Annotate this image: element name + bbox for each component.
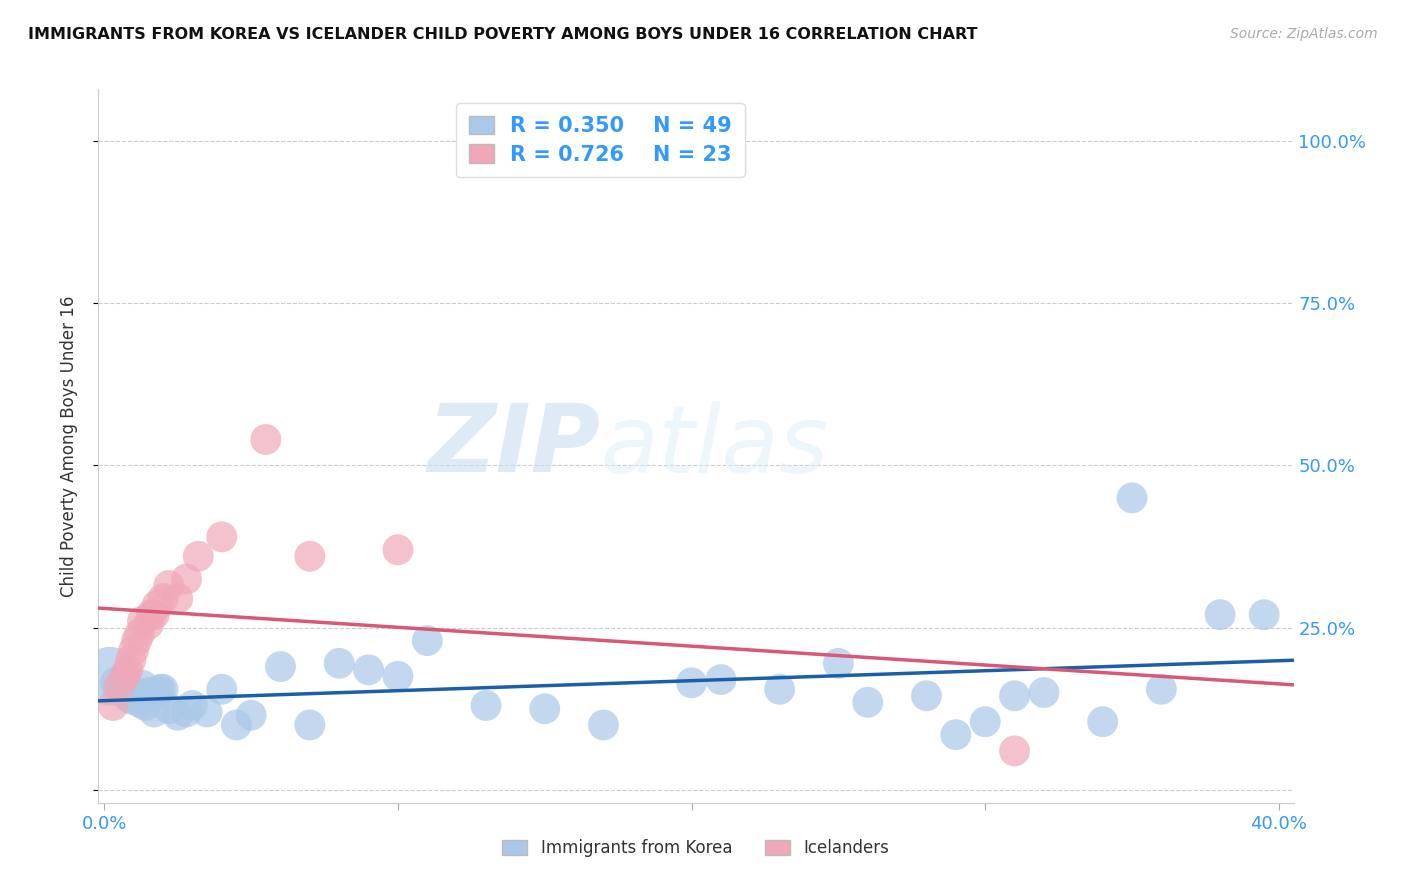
Text: ZIP: ZIP <box>427 400 600 492</box>
Point <box>176 572 198 586</box>
Point <box>157 578 180 592</box>
Point <box>1091 714 1114 729</box>
Point <box>211 530 233 544</box>
Point <box>128 695 150 709</box>
Point <box>681 675 703 690</box>
Point <box>211 682 233 697</box>
Point <box>143 607 166 622</box>
Point <box>101 698 124 713</box>
Point <box>387 542 409 557</box>
Point <box>328 657 350 671</box>
Point <box>125 689 148 703</box>
Point <box>120 653 142 667</box>
Point <box>225 718 247 732</box>
Point <box>131 614 153 628</box>
Point <box>974 714 997 729</box>
Point <box>254 433 277 447</box>
Point <box>945 728 967 742</box>
Point <box>166 591 188 606</box>
Point <box>187 549 209 564</box>
Point <box>298 718 321 732</box>
Point <box>915 689 938 703</box>
Point <box>298 549 321 564</box>
Text: IMMIGRANTS FROM KOREA VS ICELANDER CHILD POVERTY AMONG BOYS UNDER 16 CORRELATION: IMMIGRANTS FROM KOREA VS ICELANDER CHILD… <box>28 27 977 42</box>
Point <box>141 689 163 703</box>
Point <box>195 705 218 719</box>
Point <box>1032 685 1054 699</box>
Point <box>149 682 172 697</box>
Point <box>533 702 555 716</box>
Point <box>710 673 733 687</box>
Point <box>146 598 169 612</box>
Point <box>827 657 849 671</box>
Point <box>141 607 163 622</box>
Point <box>117 689 139 703</box>
Point <box>1004 689 1026 703</box>
Point <box>1209 607 1232 622</box>
Point <box>152 591 174 606</box>
Point <box>111 679 134 693</box>
Point <box>357 663 380 677</box>
Point <box>122 643 145 657</box>
Point <box>117 663 139 677</box>
Point <box>475 698 498 713</box>
Point <box>1150 682 1173 697</box>
Point <box>856 695 879 709</box>
Point <box>114 682 136 697</box>
Point <box>387 669 409 683</box>
Point <box>108 679 131 693</box>
Point <box>114 669 136 683</box>
Point <box>125 633 148 648</box>
Y-axis label: Child Poverty Among Boys Under 16: Child Poverty Among Boys Under 16 <box>59 295 77 597</box>
Point <box>166 708 188 723</box>
Point <box>105 675 128 690</box>
Point <box>269 659 291 673</box>
Point <box>181 698 204 713</box>
Point <box>176 705 198 719</box>
Text: atlas: atlas <box>600 401 828 491</box>
Point <box>138 617 160 632</box>
Point <box>1253 607 1275 622</box>
Point <box>122 685 145 699</box>
Point <box>1121 491 1143 505</box>
Point <box>128 627 150 641</box>
Point <box>146 685 169 699</box>
Point <box>131 679 153 693</box>
Point <box>134 698 156 713</box>
Point <box>769 682 792 697</box>
Point <box>592 718 614 732</box>
Point <box>157 702 180 716</box>
Text: Source: ZipAtlas.com: Source: ZipAtlas.com <box>1230 27 1378 41</box>
Point <box>98 669 121 683</box>
Point <box>416 633 439 648</box>
Point <box>143 705 166 719</box>
Point <box>1004 744 1026 758</box>
Point <box>138 685 160 699</box>
Point <box>240 708 263 723</box>
Point <box>152 682 174 697</box>
Point <box>120 692 142 706</box>
Legend: Immigrants from Korea, Icelanders: Immigrants from Korea, Icelanders <box>494 831 898 866</box>
